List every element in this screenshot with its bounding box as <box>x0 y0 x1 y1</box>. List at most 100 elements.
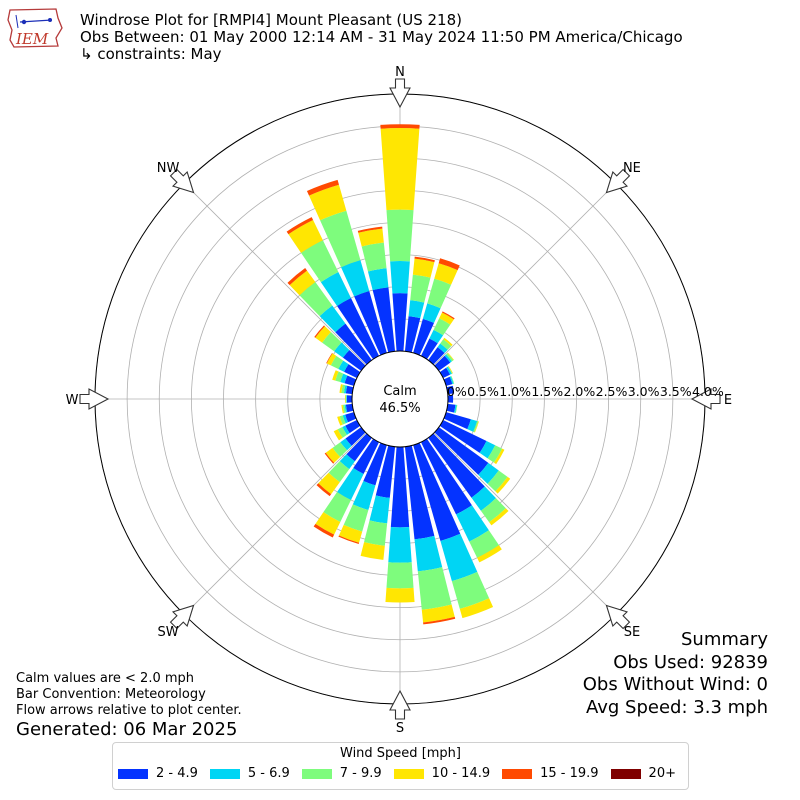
bar-segment <box>323 491 351 522</box>
calm-value: 46.5% <box>379 401 420 416</box>
bar-segment <box>357 226 383 233</box>
bar-segment <box>330 355 344 370</box>
bar-segment <box>337 298 380 360</box>
bar-segment <box>414 256 435 263</box>
bar-segment <box>440 533 478 582</box>
bar-segment <box>346 433 372 462</box>
legend-item: 10 - 14.9 <box>393 766 490 781</box>
legend-items: 2 - 4.9 5 - 6.9 7 - 9.9 10 - 14.9 15 - 19.9 2… <box>118 766 688 781</box>
bar-segment <box>333 429 343 441</box>
bar-segment <box>369 495 390 524</box>
bar-segment <box>319 305 346 333</box>
bar-segment <box>288 219 323 253</box>
grid-spoke <box>184 432 367 615</box>
bar-segment <box>326 353 337 366</box>
legend-item: 7 - 9.9 <box>301 766 382 781</box>
radial-tick-label: 1.5% <box>531 384 563 399</box>
bar-segment <box>438 258 460 271</box>
bar-segment <box>313 523 335 538</box>
bar-segment <box>337 426 347 438</box>
bar-segment <box>316 483 332 497</box>
bar-segment <box>337 468 364 500</box>
flow-arrow <box>79 388 110 410</box>
bar-segment <box>309 184 347 221</box>
bar-segment <box>338 524 363 543</box>
bar-segment <box>339 415 346 425</box>
bar-segment <box>341 384 346 394</box>
bar-segment <box>286 217 314 235</box>
bar-segment <box>449 376 454 385</box>
bar-segment <box>344 395 346 403</box>
bar-segment <box>404 445 435 540</box>
radial-tick-label: 2.0% <box>564 384 596 399</box>
bar-segment <box>412 258 435 278</box>
bar-segment <box>318 472 340 495</box>
bar-segment <box>388 526 412 563</box>
summary-heading: Summary <box>681 629 768 650</box>
legend-swatch <box>610 768 641 779</box>
bar-segment <box>386 209 414 262</box>
bar-segment <box>341 404 345 414</box>
bar-segment <box>345 395 347 403</box>
bar-segment <box>301 240 339 283</box>
bar-segment <box>447 395 454 403</box>
bar-segment <box>315 326 331 343</box>
calm-circle <box>351 350 449 448</box>
flow-note: Flow arrows relative to plot center. <box>16 703 242 718</box>
bar-segment <box>341 260 370 297</box>
bar-segment <box>495 476 511 494</box>
bar-segment <box>420 438 472 515</box>
bar-segment <box>320 210 361 268</box>
bar-segment <box>469 530 499 558</box>
bar-segment <box>413 318 435 356</box>
bar-segment <box>299 282 333 317</box>
flow-arrow <box>169 604 195 630</box>
chart-title: Windrose Plot for [RMPI4] Mount Pleasant… <box>80 11 462 29</box>
bar-segment <box>358 228 384 247</box>
calm-note: Calm values are < 2.0 mph <box>16 671 195 686</box>
radial-tick-label: 3.0% <box>628 384 660 399</box>
radial-tick-label: 0.5% <box>467 384 499 399</box>
bar-segment <box>338 360 349 372</box>
calm-center: Calm 46.5% <box>351 350 449 448</box>
bar-segment <box>459 598 494 619</box>
bar-segment <box>289 270 316 296</box>
grid-spoke <box>184 183 367 366</box>
bar-segment <box>450 375 455 384</box>
bar-segment <box>434 355 451 371</box>
bar-segment <box>456 505 489 542</box>
obs-used: Obs Used: 92839 <box>613 651 768 673</box>
svg-text:IEM: IEM <box>15 30 49 48</box>
legend-item: 5 - 6.9 <box>209 766 290 781</box>
bar-segment <box>489 508 509 526</box>
bar-segment <box>392 293 408 352</box>
bar-segment <box>471 486 497 511</box>
legend-swatch <box>502 768 533 779</box>
flow-arrows <box>79 78 721 720</box>
legend-label: 7 - 9.9 <box>339 766 382 781</box>
bar-segment <box>380 124 420 129</box>
bar-segment <box>410 274 431 303</box>
bar-segment <box>473 420 479 433</box>
compass-label: W <box>66 393 79 408</box>
legend-title: Wind Speed [mph] <box>340 746 461 761</box>
bar-segment <box>442 311 455 320</box>
compass-label: S <box>396 721 404 736</box>
bar-segment <box>446 403 456 413</box>
flow-arrow <box>605 604 631 630</box>
bar-segment <box>440 339 452 350</box>
bar-segment <box>478 462 499 484</box>
bar-segment <box>390 446 410 528</box>
bar-segment <box>343 504 369 532</box>
bar-segment <box>345 419 361 434</box>
bar-segment <box>428 347 445 365</box>
bar-segment <box>474 421 479 433</box>
compass-label: NE <box>623 161 641 176</box>
legend-label: 5 - 6.9 <box>247 766 290 781</box>
bar-segment <box>325 447 341 463</box>
bar-segment <box>345 385 354 395</box>
bar-segment <box>360 542 385 560</box>
bar-segment <box>342 414 348 424</box>
bar-segment <box>446 385 455 395</box>
